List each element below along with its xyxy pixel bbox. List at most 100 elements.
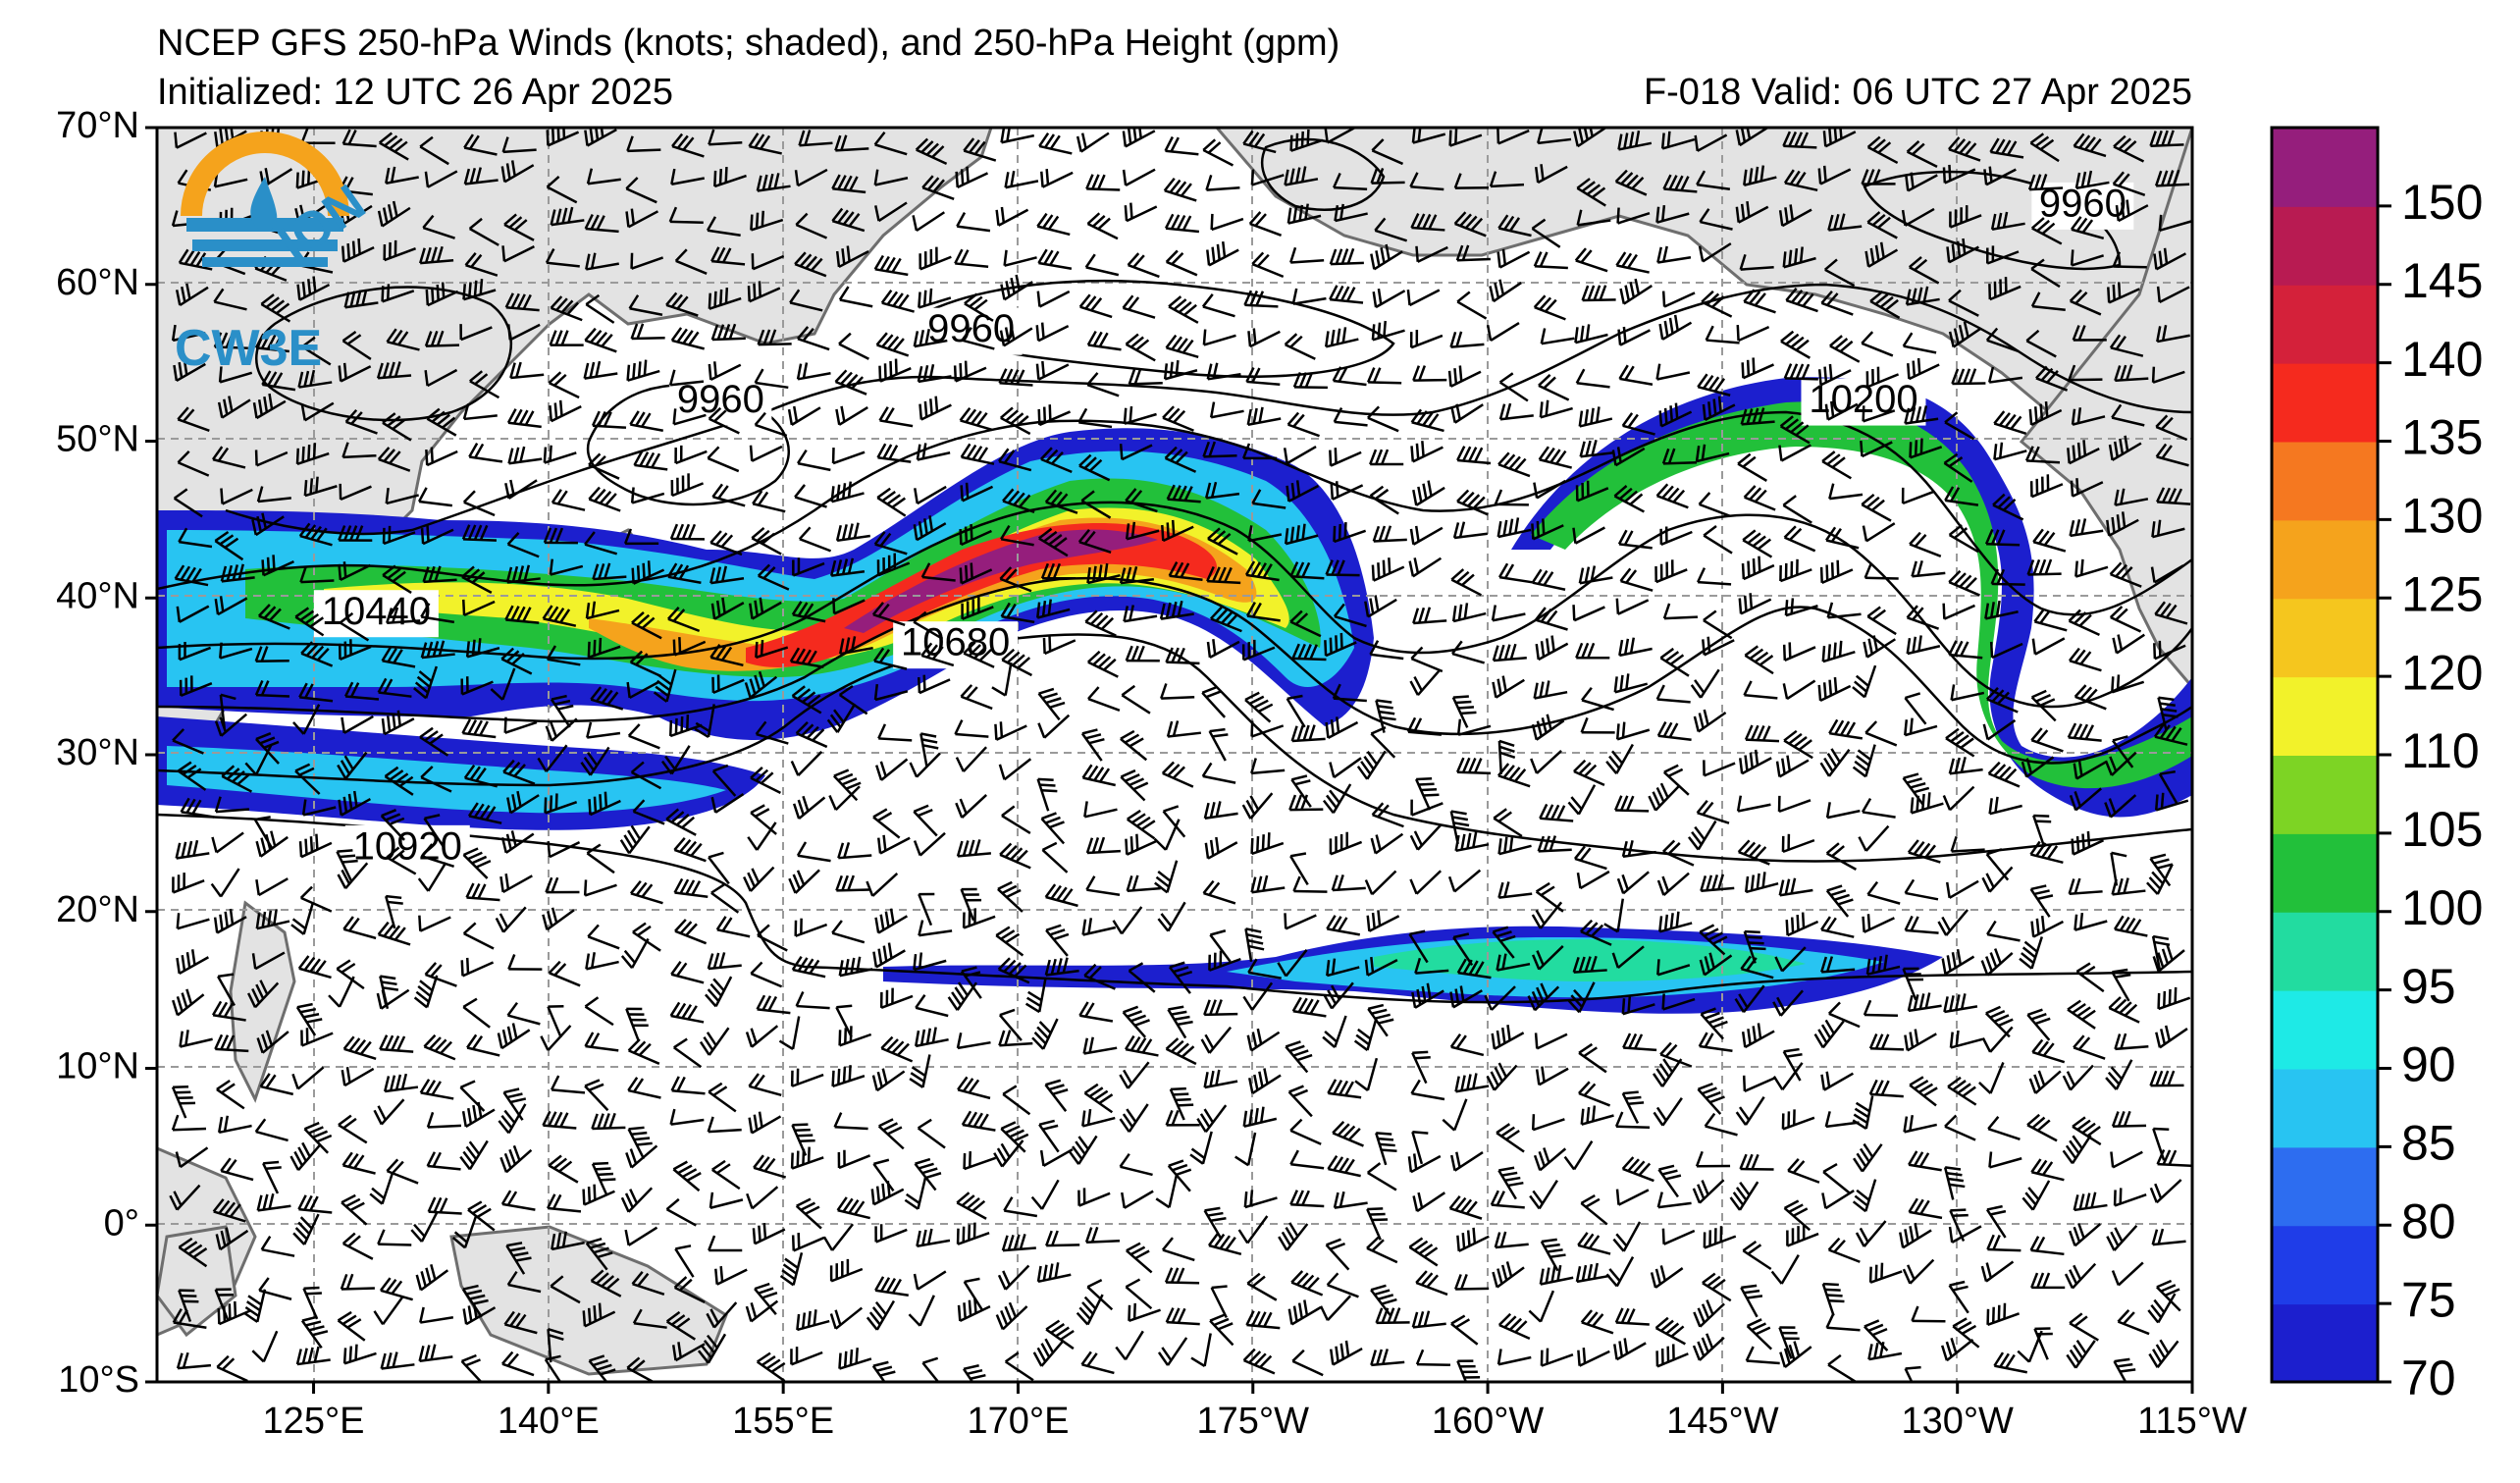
wind-barb [746,1186,779,1210]
wind-barb [709,1192,744,1209]
wind-barb [1486,1062,1518,1091]
lon-tick-label: 175°W [1197,1401,1310,1442]
wind-barb [504,605,540,624]
wind-barb [1866,880,1901,905]
wind-barb [913,610,944,640]
wind-barb [2031,637,2066,656]
wind-barb [959,524,992,547]
wind-barb [1575,480,1609,503]
wind-barb [1125,645,1160,662]
wind-barb [302,1286,322,1320]
wind-barb [1331,874,1366,892]
wind-barb [591,1161,616,1195]
wind-barb [1661,993,1696,1011]
wind-barb [1367,1003,1394,1037]
wind-barb [213,908,247,934]
wind-barb [2158,769,2179,804]
wind-barb [2030,1272,2066,1290]
wind-barb [211,1000,246,1022]
wind-barb [1366,1162,1397,1192]
wind-barb [1077,407,1113,429]
lat-tick-label: 70°N [56,105,139,146]
wind-barb [460,957,495,978]
wind-barb [1987,1116,2021,1141]
wind-barb [665,291,699,317]
wind-barb [1703,760,1736,777]
wind-barb [1364,595,1397,618]
wind-barb [1291,996,1327,1018]
wind-barb [1409,823,1442,851]
wind-barb [1858,824,1890,852]
wind-barb [1661,448,1698,465]
wind-barb [180,797,215,819]
wind-barb [1950,835,1985,853]
wind-barb [1734,984,1765,1014]
wind-barb [2156,1149,2191,1168]
wind-barb [1166,720,1201,738]
wind-barb [381,646,416,668]
wind-barb [2019,936,2044,970]
wind-barb [837,1149,871,1170]
wind-barb [378,132,409,161]
wind-barb [1698,242,1732,263]
wind-barb [214,796,250,814]
wind-barb [373,1296,404,1326]
wind-barb [1948,757,1983,775]
wind-barb [2157,986,2191,1011]
wind-barb [2074,684,2107,711]
wind-barb [1616,871,1650,895]
wind-barb [2113,1188,2147,1207]
wind-barb [1821,1282,1845,1316]
wind-barb [2030,916,2065,938]
wind-barb [1001,648,1033,677]
wind-barb [545,247,580,268]
wind-barb [711,764,737,797]
wind-barb [385,894,403,929]
lon-tick-label: 145°W [1666,1401,1779,1442]
wind-barb [2070,216,2105,240]
wind-barb [211,831,244,854]
wind-barb [588,452,620,480]
wind-barb [1157,1337,1188,1366]
wind-barb [1370,1349,1405,1367]
wind-barb [1203,1206,1227,1241]
wind-barb [171,1114,207,1132]
wind-barb [1000,524,1034,547]
wind-barb [1574,324,1608,344]
wind-barb [2112,171,2146,196]
wind-barb [1978,1062,2005,1094]
wind-barb [1251,251,1285,279]
wind-barb [548,1154,579,1184]
wind-barb [294,607,325,637]
wind-barb [2029,840,2064,865]
wind-barb [220,1157,254,1182]
wind-barb [1367,405,1399,433]
wind-barb [1412,607,1447,625]
wind-barb [1819,559,1854,585]
wind-barb [1208,950,1241,972]
wind-barb [1825,802,1861,820]
wind-barb [707,1116,742,1134]
wind-barb [1332,683,1367,703]
wind-barb [1743,485,1776,511]
wind-barb [1119,1103,1149,1133]
wind-barb [1370,726,1396,759]
wind-barb [1580,716,1615,734]
wind-barb [175,1146,209,1169]
figure-title: NCEP GFS 250-hPa Winds (knots; shaded), … [157,23,1339,64]
wind-barb [1081,764,1116,787]
wind-barb [1371,802,1404,828]
wind-barb [300,1315,329,1350]
wind-barb [377,1229,412,1246]
wind-barb [1162,805,1186,838]
wind-barb [381,284,415,303]
wind-barb [1245,602,1281,622]
wind-barb [1452,932,1474,966]
wind-barb [2152,944,2185,973]
wind-barb [295,1346,331,1366]
wind-barb [1039,447,1073,474]
wind-barb [426,1151,461,1171]
wind-barb [1539,399,1573,419]
wind-barb [1045,1230,1080,1247]
wind-barb [1661,1228,1696,1245]
